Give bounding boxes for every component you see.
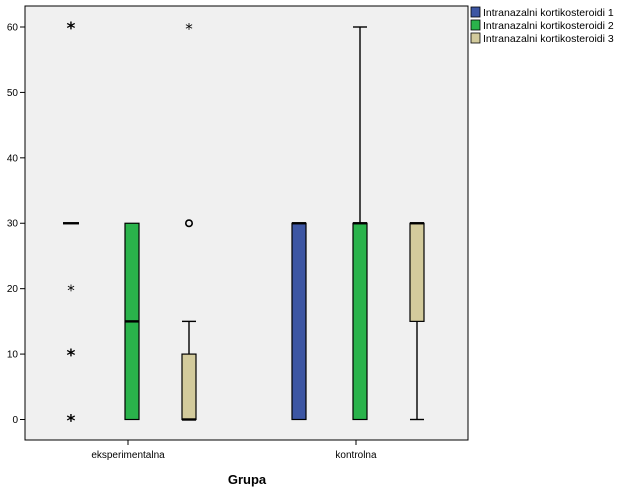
y-tick-label: 20 [7, 284, 19, 295]
y-tick-label: 0 [12, 415, 18, 426]
y-tick-label: 40 [7, 153, 19, 164]
x-axis-title: Grupa [228, 472, 267, 487]
y-tick-label: 10 [7, 350, 19, 361]
box-3-eksperimentalna: * [181, 20, 197, 421]
outlier-circle [185, 219, 194, 228]
box-body [409, 222, 425, 322]
box-1-kontrolna [291, 222, 307, 421]
x-tick-label: kontrolna [335, 450, 377, 461]
y-tick-label: 50 [7, 88, 19, 99]
y-tick-label: 30 [7, 219, 19, 230]
box-2-eksperimentalna [124, 222, 140, 421]
legend-swatch [470, 19, 481, 31]
y-tick-label: 60 [7, 22, 19, 33]
legend-swatch [470, 6, 481, 18]
extreme-star: * [67, 19, 76, 39]
box-3-kontrolna [409, 222, 425, 421]
extreme-star: * [67, 346, 76, 366]
box-body [352, 222, 368, 421]
extreme-star: * [185, 20, 193, 38]
y-axis: 0 10 20 30 40 50 60 [7, 22, 25, 426]
plot-area [24, 5, 469, 441]
box-body [181, 353, 197, 421]
legend-label: Intranazalni kortikosteroidi 1 [483, 7, 614, 19]
box-body [291, 222, 307, 421]
extreme-star: * [67, 282, 75, 300]
box-2-kontrolna [352, 26, 368, 421]
box-1-eksperimentalna: * * * * [63, 19, 79, 432]
legend-swatch [470, 32, 481, 44]
legend-label: Intranazalni kortikosteroidi 2 [483, 20, 614, 32]
legend-label: Intranazalni kortikosteroidi 3 [483, 33, 614, 45]
box-series-group: * * * * * [63, 19, 425, 432]
extreme-star: * [67, 412, 76, 432]
legend: Intranazalni kortikosteroidi 1Intranazal… [469, 4, 620, 46]
x-tick-label: eksperimentalna [91, 450, 165, 461]
legend-background [469, 4, 620, 46]
x-axis: eksperimentalna kontrolna [91, 440, 377, 461]
